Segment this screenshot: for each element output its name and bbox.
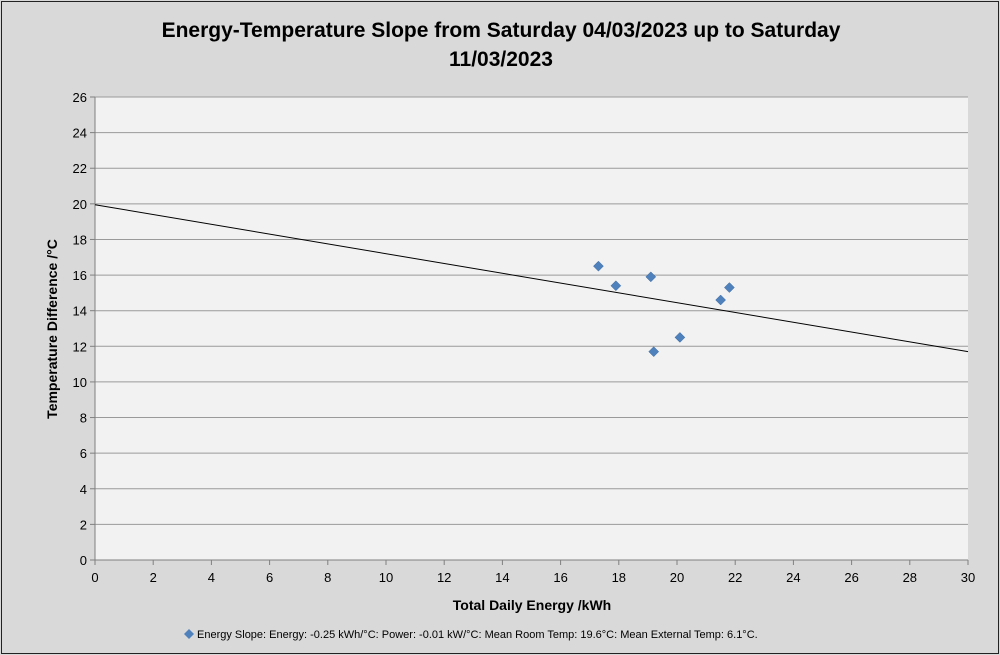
x-tick-label-24: 24: [786, 570, 800, 585]
y-tick-label-20: 20: [73, 197, 87, 212]
trendline: [94, 204, 969, 353]
legend-entry: Energy Slope: Energy: -0.25 kWh/°C: Powe…: [197, 629, 758, 641]
x-axis-label: Total Daily Energy /kWh: [453, 597, 611, 613]
chart-title-line-1: Energy-Temperature Slope from Saturday 0…: [162, 19, 841, 42]
x-tick-label-4: 4: [208, 570, 215, 585]
data-point-5: [715, 294, 727, 306]
y-tick-label-12: 12: [73, 339, 87, 354]
y-tick-label-4: 4: [80, 482, 87, 497]
x-tick-label-18: 18: [612, 570, 626, 585]
x-tick-label-2: 2: [150, 570, 157, 585]
x-tick-label-12: 12: [437, 570, 451, 585]
y-tick-label-2: 2: [80, 517, 87, 532]
trendline-line: [94, 204, 969, 353]
data-points: [593, 260, 735, 358]
legend: Energy Slope: Energy: -0.25 kWh/°C: Powe…: [184, 629, 758, 641]
data-point-2: [645, 271, 657, 283]
y-tick-label-14: 14: [73, 304, 87, 319]
data-point-3: [648, 346, 660, 358]
y-tick-label-26: 26: [73, 90, 87, 105]
y-axis-label: Temperature Difference /°C: [44, 239, 60, 419]
x-tick-label-10: 10: [379, 570, 393, 585]
x-tick-label-22: 22: [728, 570, 742, 585]
y-tick-label-0: 0: [80, 553, 87, 568]
x-tick-label-30: 30: [961, 570, 975, 585]
y-tick-label-16: 16: [73, 268, 87, 283]
x-tick-labels: 0 2 4 6 8 10 12 14 16 18 20 22 24 26 28 30: [91, 570, 975, 585]
y-tick-label-8: 8: [80, 411, 87, 426]
y-tick-label-24: 24: [73, 126, 87, 141]
data-point-6: [724, 282, 735, 293]
y-tick-label-6: 6: [80, 446, 87, 461]
axes: [90, 96, 969, 565]
data-point-0: [593, 260, 604, 272]
chart-title: Energy-Temperature Slope from Saturday 0…: [162, 19, 841, 71]
y-tick-label-22: 22: [73, 161, 87, 176]
x-tick-label-8: 8: [324, 570, 331, 585]
data-point-4: [674, 332, 686, 343]
x-tick-label-14: 14: [495, 570, 509, 585]
legend-marker-diamond: [184, 629, 194, 639]
y-tick-label-18: 18: [73, 232, 87, 247]
plot-area: [95, 97, 968, 560]
chart-title-line-2: 11/03/2023: [449, 48, 553, 71]
grid-lines: [95, 96, 968, 525]
x-tick-label-20: 20: [670, 570, 684, 585]
data-point-1: [610, 280, 622, 292]
x-tick-label-16: 16: [553, 570, 567, 585]
x-tick-label-28: 28: [903, 570, 917, 585]
x-tick-label-6: 6: [266, 570, 273, 585]
x-tick-label-0: 0: [91, 570, 98, 585]
y-tick-label-10: 10: [73, 375, 87, 390]
x-tick-label-26: 26: [844, 570, 858, 585]
